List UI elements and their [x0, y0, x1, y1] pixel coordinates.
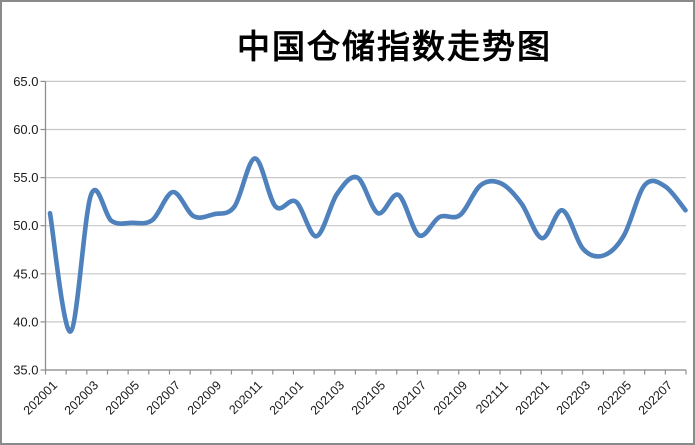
chart-title: 中国仓储指数走势图: [237, 27, 552, 66]
x-axis-label: 202105: [349, 378, 388, 417]
x-axis-label: 202003: [62, 378, 101, 417]
y-axis-label: 35.0: [13, 363, 38, 378]
x-axis-label: 202111: [473, 378, 511, 416]
x-axis-label: 202007: [144, 378, 183, 417]
series-line: [47, 156, 688, 334]
x-axis-label: 202109: [431, 378, 470, 417]
x-axis-label: 202207: [636, 378, 675, 417]
x-axis-label: 202101: [267, 378, 306, 417]
y-axis-label: 60.0: [13, 122, 38, 137]
x-axis-label: 202001: [21, 378, 60, 417]
y-axis-label: 40.0: [13, 314, 38, 329]
y-axis-label: 55.0: [13, 170, 38, 185]
y-axis-label: 65.0: [13, 74, 38, 89]
y-axis-label: 45.0: [13, 266, 38, 281]
x-axis-label: 202011: [226, 378, 265, 417]
x-axis-label: 202107: [390, 378, 429, 417]
x-axis-label: 202009: [185, 378, 224, 417]
y-axis-label: 50.0: [13, 218, 38, 233]
x-axis-label: 202205: [595, 378, 634, 417]
x-axis-label: 202103: [308, 378, 347, 417]
x-axis-label: 202203: [554, 378, 593, 417]
x-axis-label: 202005: [103, 378, 142, 417]
x-axis-label: 202201: [513, 378, 552, 417]
